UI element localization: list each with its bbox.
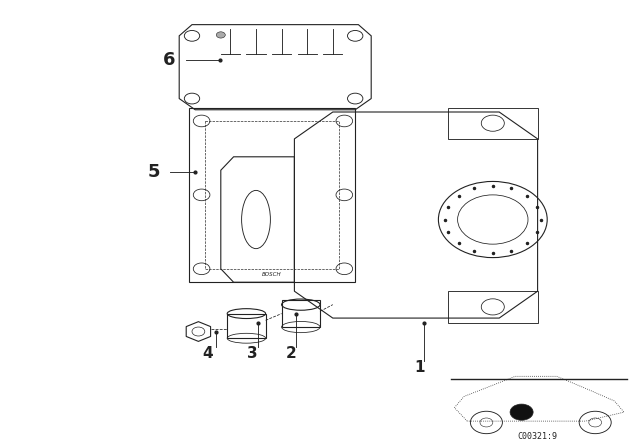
Circle shape <box>216 32 225 38</box>
Text: 1: 1 <box>414 360 424 375</box>
Text: 4: 4 <box>203 346 213 362</box>
Circle shape <box>510 404 533 420</box>
Text: 3: 3 <box>248 346 258 362</box>
Text: C00321:9: C00321:9 <box>518 432 557 441</box>
Text: 2: 2 <box>286 346 296 362</box>
Text: BOSCH: BOSCH <box>262 271 282 276</box>
Text: 6: 6 <box>163 52 176 69</box>
Text: 5: 5 <box>147 164 160 181</box>
